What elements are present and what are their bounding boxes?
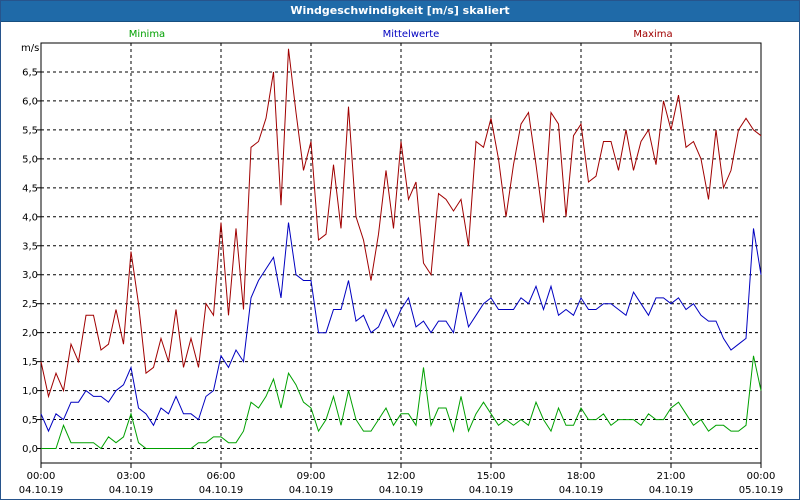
x-tick-date-label: 04.10.19 [559, 485, 604, 496]
x-tick-time-label: 15:00 [477, 471, 506, 482]
y-tick-label: 2,5 [22, 299, 38, 310]
y-tick-label: 0,5 [22, 415, 38, 426]
x-tick-date-label: 05.10.19 [739, 485, 784, 496]
x-tick-time-label: 00:00 [27, 471, 56, 482]
x-tick-time-label: 09:00 [297, 471, 326, 482]
y-tick-label: 6,5 [22, 67, 38, 78]
y-tick-label: 5,5 [22, 125, 38, 136]
x-tick-date-label: 04.10.19 [649, 485, 694, 496]
y-axis-label: m/s [21, 43, 39, 54]
y-tick-label: 1,0 [22, 386, 38, 397]
y-tick-label: 4,5 [22, 183, 38, 194]
y-tick-label: 4,0 [22, 212, 38, 223]
y-tick-label: 6,0 [22, 96, 38, 107]
series-line-minima [41, 355, 762, 450]
x-tick-date-label: 04.10.19 [379, 485, 424, 496]
y-tick-label: 1,5 [22, 357, 38, 368]
y-tick-label: 3,0 [22, 270, 38, 281]
x-tick-time-label: 18:00 [567, 471, 596, 482]
legend-mittelwerte: Mittelwerte [383, 29, 440, 40]
y-tick-label: 5,0 [22, 154, 38, 165]
x-tick-time-label: 03:00 [117, 471, 146, 482]
x-tick-date-label: 04.10.19 [469, 485, 514, 496]
x-tick-time-label: 21:00 [657, 471, 686, 482]
legend-minima: Minima [129, 29, 165, 40]
series-line-maxima [40, 48, 762, 399]
x-tick-time-label: 00:00 [747, 471, 776, 482]
y-tick-label: 0,0 [22, 444, 38, 455]
x-tick-time-label: 06:00 [207, 471, 236, 482]
y-tick-label: 3,5 [22, 241, 38, 252]
series-line-mittelwerte [40, 222, 762, 433]
x-tick-date-label: 04.10.19 [19, 485, 64, 496]
y-tick-label: 2,0 [22, 328, 38, 339]
window-title: Windgeschwindigkeit [m/s] skaliert [1, 1, 799, 22]
x-tick-date-label: 04.10.19 [199, 485, 244, 496]
legend-maxima: Maxima [633, 29, 672, 40]
x-tick-time-label: 12:00 [387, 471, 416, 482]
x-tick-date-label: 04.10.19 [109, 485, 154, 496]
x-tick-date-label: 04.10.19 [289, 485, 334, 496]
